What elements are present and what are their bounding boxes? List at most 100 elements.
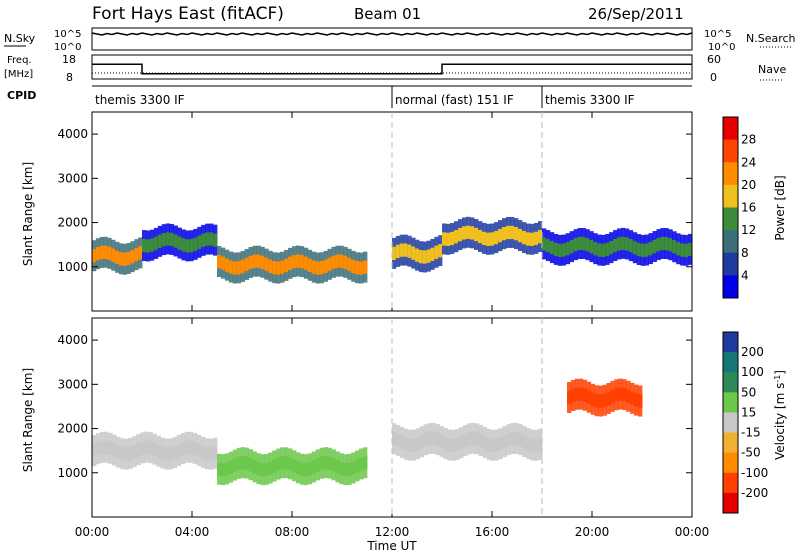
velocity-cell bbox=[490, 438, 496, 452]
power-cell bbox=[620, 236, 626, 250]
velocity-colorbar-tick-label: -50 bbox=[741, 446, 761, 460]
power-cell bbox=[605, 242, 610, 257]
power-cell bbox=[153, 236, 159, 251]
power-cell bbox=[407, 244, 412, 258]
date-label: 26/Sep/2011 bbox=[588, 5, 684, 23]
power-cell bbox=[466, 225, 471, 239]
power-cell bbox=[688, 242, 693, 257]
power-cell bbox=[526, 232, 531, 246]
velocity-cell bbox=[220, 463, 226, 477]
power-cell bbox=[303, 256, 309, 270]
power-cell bbox=[307, 258, 313, 272]
velocity-cell bbox=[272, 459, 277, 473]
power-cell bbox=[601, 243, 606, 258]
power-cell bbox=[545, 238, 551, 253]
power-cell bbox=[411, 246, 416, 260]
power-cell bbox=[92, 249, 97, 263]
power-cell bbox=[676, 242, 681, 256]
power-cell bbox=[130, 250, 135, 264]
velocity-cell bbox=[439, 434, 444, 449]
velocity-colorbar-tick-label: -100 bbox=[741, 466, 768, 480]
velocity-cell bbox=[423, 433, 428, 447]
velocity-cell bbox=[212, 446, 218, 460]
power-cell bbox=[442, 232, 447, 246]
velocity-cell bbox=[168, 447, 174, 461]
velocity-cell bbox=[478, 433, 484, 448]
velocity-cell bbox=[602, 393, 607, 407]
velocity-cell bbox=[538, 437, 543, 452]
power-cell bbox=[209, 232, 214, 246]
cpid-mode-label: themis 3300 IF bbox=[95, 93, 185, 107]
velocity-ylabel: Slant Range [km] bbox=[21, 368, 35, 472]
velocity-cell bbox=[514, 431, 519, 446]
velocity-colorbar-tick-label: -200 bbox=[741, 486, 768, 500]
velocity-cell bbox=[204, 447, 210, 461]
velocity-cell bbox=[315, 458, 321, 472]
velocity-cell bbox=[132, 445, 137, 459]
x-tick-label: 00:00 bbox=[675, 525, 710, 539]
power-cell bbox=[161, 233, 167, 247]
x-tick-label: 16:00 bbox=[475, 525, 510, 539]
velocity-cell bbox=[184, 440, 190, 454]
nsky-trace bbox=[91, 32, 693, 36]
cpid-modes: themis 3300 IF normal (fast) 151 IF themis… bbox=[95, 86, 635, 108]
power-cell bbox=[149, 238, 155, 252]
velocity-cell bbox=[443, 436, 448, 451]
velocity-cell bbox=[176, 443, 182, 458]
power-cell bbox=[660, 236, 665, 251]
power-cell bbox=[438, 243, 443, 258]
velocity-cell bbox=[128, 446, 133, 461]
power-y-axis: 1000 2000 3000 4000 bbox=[57, 127, 692, 274]
time-axis: 00:00 04:00 08:00 12:00 16:00 20:00 00:00 bbox=[75, 112, 710, 539]
power-cell bbox=[339, 254, 344, 268]
power-panel-data bbox=[92, 216, 693, 284]
power-cell bbox=[613, 238, 618, 253]
freq-label-line2: [MHz] bbox=[4, 69, 33, 80]
power-cell bbox=[252, 254, 257, 268]
velocity-colorbar-tick-label: -15 bbox=[741, 426, 761, 440]
power-colorbar-tick-label: 8 bbox=[741, 246, 749, 260]
power-cell bbox=[169, 232, 174, 247]
y-tick-label: 2000 bbox=[57, 216, 88, 230]
power-cell bbox=[510, 225, 515, 240]
velocity-cell bbox=[427, 431, 432, 446]
power-cell bbox=[422, 250, 428, 264]
power-cell bbox=[668, 238, 673, 252]
velocity-cell bbox=[224, 462, 230, 476]
power-cell bbox=[122, 252, 128, 266]
power-cell bbox=[347, 257, 352, 271]
velocity-cell bbox=[264, 462, 269, 477]
velocity-cell bbox=[470, 431, 476, 445]
power-cell bbox=[506, 225, 511, 240]
station-title: Fort Hays East (fitACF) bbox=[92, 4, 284, 24]
velocity-cell bbox=[208, 447, 214, 461]
power-colorbar-frame bbox=[722, 116, 739, 299]
power-cell bbox=[434, 245, 439, 259]
power-cell bbox=[549, 240, 555, 255]
y-tick-label: 2000 bbox=[57, 422, 88, 436]
velocity-cell bbox=[463, 433, 468, 448]
power-cell bbox=[458, 227, 463, 242]
beam-label: Beam 01 bbox=[354, 5, 421, 23]
power-cell bbox=[392, 246, 397, 261]
power-cell bbox=[272, 261, 277, 275]
power-ylabel: Slant Range [km] bbox=[21, 162, 35, 266]
velocity-cell bbox=[252, 460, 257, 474]
velocity-cell bbox=[582, 388, 588, 402]
power-cell bbox=[292, 255, 297, 269]
power-cell bbox=[640, 243, 646, 258]
power-cell bbox=[518, 228, 523, 243]
nsearch-tick-high: 10^5 bbox=[704, 29, 731, 40]
cpid-mode-label: normal (fast) 151 IF bbox=[395, 93, 514, 107]
power-cell bbox=[335, 254, 340, 268]
nsky-panel bbox=[91, 27, 693, 51]
freq-panel bbox=[91, 54, 693, 80]
power-cell bbox=[656, 237, 661, 252]
velocity-cell bbox=[148, 441, 153, 455]
power-colorbar-label: Power [dB] bbox=[773, 175, 787, 240]
velocity-cell bbox=[284, 456, 289, 470]
velocity-cell bbox=[622, 388, 627, 402]
power-cell bbox=[240, 259, 246, 274]
velocity-cell bbox=[307, 462, 313, 476]
power-colorbar-swatch bbox=[723, 207, 738, 231]
